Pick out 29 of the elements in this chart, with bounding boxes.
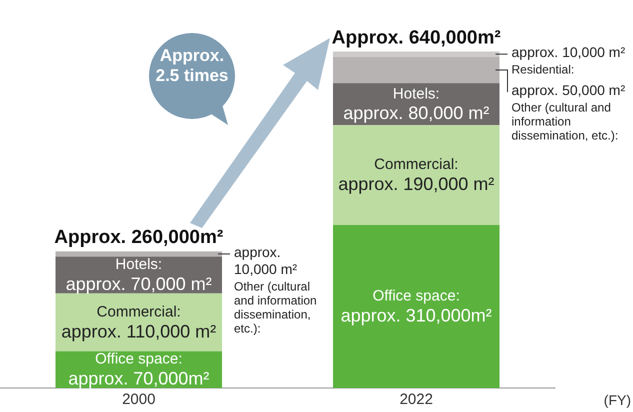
data-label: approx. 50,000 m² [512, 82, 626, 98]
bar [333, 52, 500, 57]
data-label: approx. 10,000 m² [234, 244, 298, 277]
text: Commercial: [374, 156, 458, 174]
data-label: approx. 70,000 m² [66, 274, 212, 294]
series-label: Commercial: [96, 303, 181, 320]
bar [333, 225, 500, 388]
data-label: approx. 70,000m² [68, 368, 210, 389]
series-label: Other (cultural and information dissemination, etc.): [512, 100, 618, 142]
series-label: Hotels: [115, 256, 162, 274]
data-label: approx. 310,000m² [340, 305, 492, 326]
data-label: approx. 10,000 m² [512, 44, 626, 60]
x-tick-label: 2022 [400, 391, 433, 408]
data-label: approx. 190,000 m² [338, 174, 494, 194]
bar [333, 125, 500, 226]
series-label: Office space: [95, 350, 182, 368]
annotation: Approx. 2.5 times [155, 46, 229, 86]
total-label: Approx. 260,000m² [54, 227, 224, 248]
bar [333, 56, 500, 84]
text: Other (cultural and information dissemination, etc.): [234, 279, 317, 336]
text: Hotels: [392, 85, 440, 102]
data-label: approx. 80,000 m² [343, 103, 490, 124]
bar [56, 251, 222, 257]
x-tick-label: 2000 [122, 391, 156, 408]
x-axis-title: (FY) [604, 392, 631, 408]
series-label: Residential: [512, 62, 574, 76]
total-label: Approx. 640,000m² [332, 27, 501, 48]
data-label: approx. 110,000 m² [61, 321, 216, 342]
text: Office space: [372, 288, 460, 305]
